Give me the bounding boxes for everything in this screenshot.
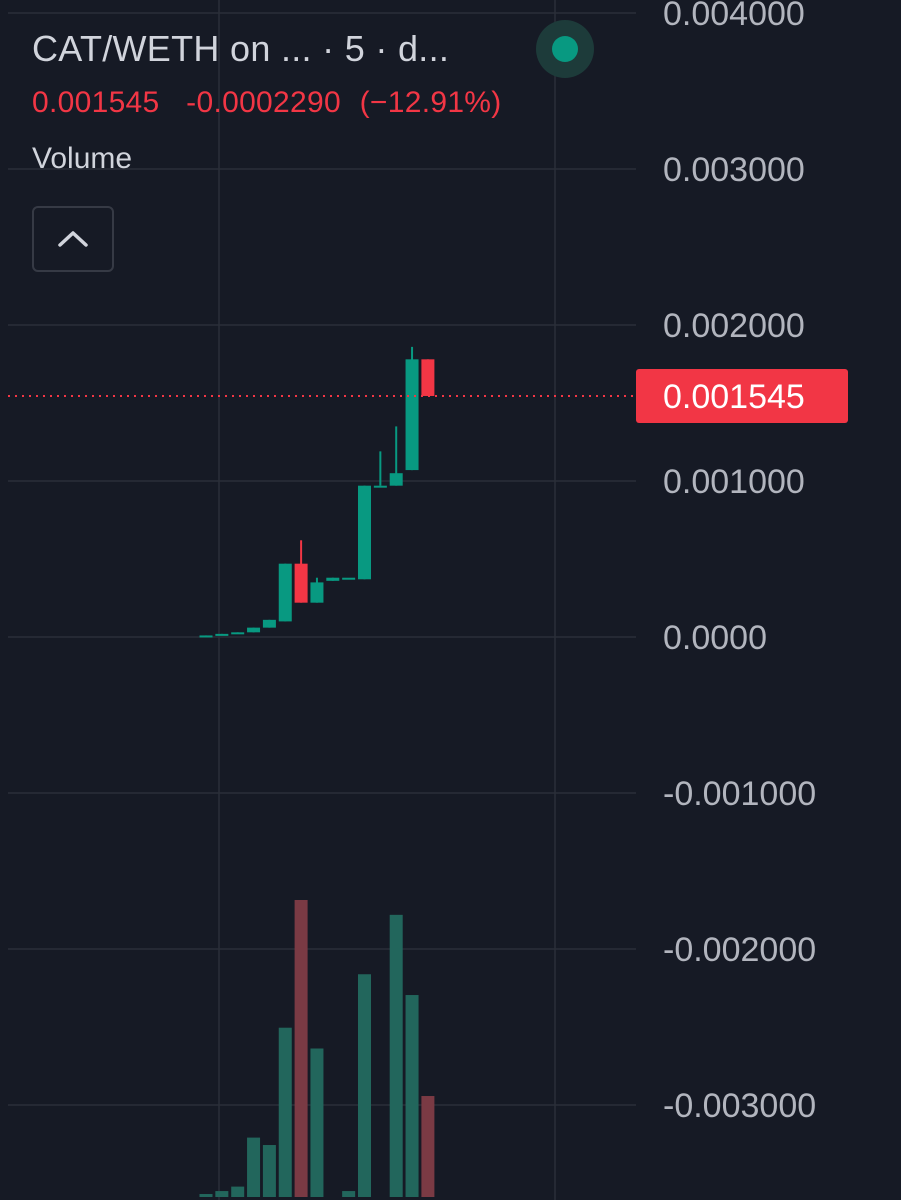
candle-body bbox=[310, 582, 324, 603]
candle-body bbox=[247, 627, 261, 633]
volume-indicator-label[interactable]: Volume bbox=[32, 142, 133, 175]
volume-bar bbox=[199, 1194, 213, 1197]
symbol-title[interactable]: CAT/WETH on ... · 5 · d... bbox=[32, 28, 450, 69]
volume-bar bbox=[247, 1137, 261, 1197]
y-axis-tick-label: -0.003000 bbox=[663, 1087, 816, 1125]
chevron-up-icon bbox=[58, 231, 88, 247]
volume-bar bbox=[358, 974, 371, 1197]
volume-bar bbox=[294, 900, 308, 1197]
last-price-value: 0.001545 bbox=[32, 86, 160, 119]
collapse-legend-button[interactable] bbox=[32, 206, 114, 272]
y-axis-tick-label: -0.001000 bbox=[663, 775, 816, 813]
candle-body bbox=[358, 485, 371, 580]
y-axis-tick-label: 0.002000 bbox=[663, 307, 805, 345]
volume-bar bbox=[389, 914, 403, 1197]
y-axis-tick-label: -0.002000 bbox=[663, 931, 816, 969]
volume-bar bbox=[421, 1096, 435, 1197]
volume-bar bbox=[310, 1048, 324, 1197]
volume-bar bbox=[231, 1186, 245, 1197]
candle-body bbox=[199, 635, 213, 638]
candle-body bbox=[421, 359, 435, 396]
candle-body bbox=[373, 485, 387, 488]
candle-body bbox=[389, 473, 403, 486]
volume-bar bbox=[262, 1145, 276, 1197]
candle-body bbox=[405, 359, 419, 471]
volume-bar bbox=[278, 1027, 292, 1197]
candle-body bbox=[294, 563, 308, 603]
volume-bar bbox=[405, 995, 419, 1197]
candle-body bbox=[262, 619, 276, 628]
y-axis-tick-label: 0.004000 bbox=[663, 0, 805, 33]
status-dot-icon bbox=[552, 36, 578, 62]
candle-body bbox=[278, 563, 292, 622]
volume-bar bbox=[215, 1191, 229, 1197]
price-change-row: 0.001545 -0.0002290 (−12.91%) bbox=[32, 86, 632, 120]
y-axis-tick-label: 0.0000 bbox=[663, 619, 767, 657]
chart-legend: CAT/WETH on ... · 5 · d... 0.001545 -0.0… bbox=[32, 20, 632, 176]
last-price-badge-label: 0.001545 bbox=[663, 378, 805, 416]
market-status-indicator[interactable] bbox=[536, 20, 594, 78]
price-change-percent: (−12.91%) bbox=[359, 86, 502, 119]
candle-body bbox=[326, 577, 340, 581]
price-change-value: -0.0002290 bbox=[186, 86, 341, 119]
candle-body bbox=[342, 577, 356, 580]
y-axis-tick-label: 0.003000 bbox=[663, 151, 805, 189]
candle-body bbox=[231, 632, 245, 635]
last-price-badge bbox=[636, 368, 848, 423]
y-axis-tick-label: 0.001000 bbox=[663, 463, 805, 501]
volume-bar bbox=[342, 1191, 356, 1197]
candle-body bbox=[215, 633, 229, 636]
